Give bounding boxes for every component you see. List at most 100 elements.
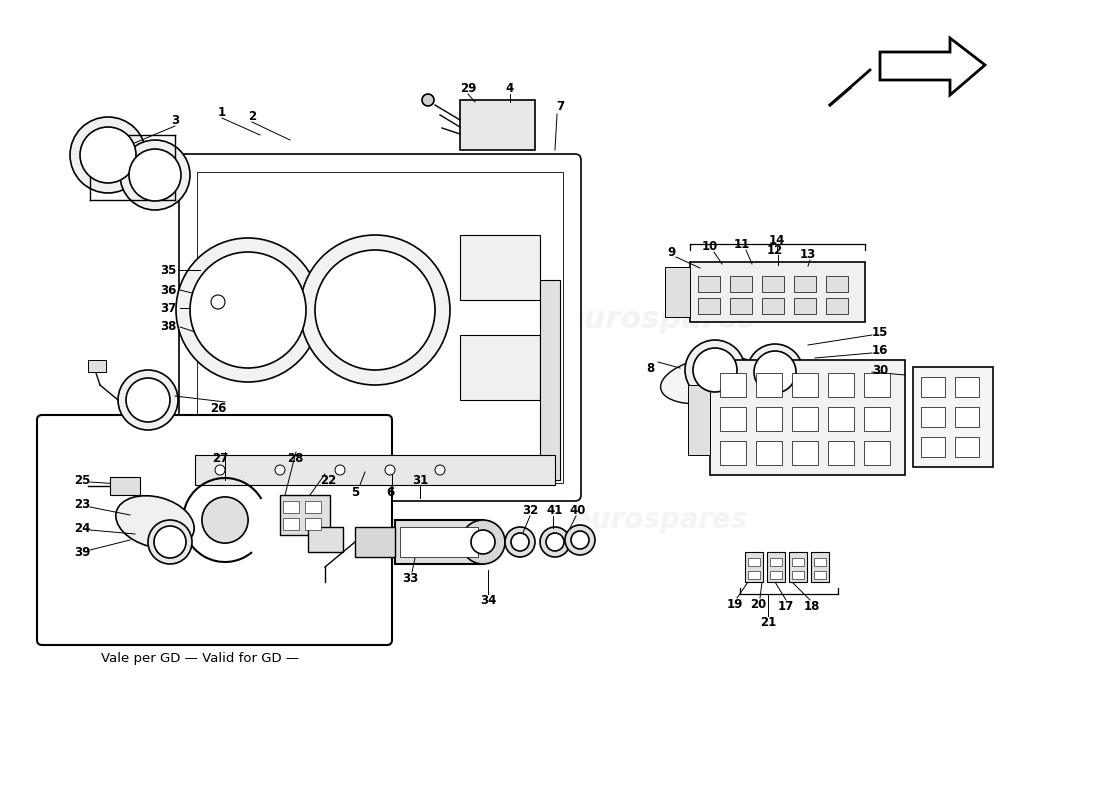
- Text: 37: 37: [160, 302, 176, 314]
- Text: 4: 4: [506, 82, 514, 94]
- Bar: [792, 558, 804, 566]
- FancyBboxPatch shape: [37, 415, 392, 645]
- Circle shape: [512, 533, 529, 551]
- Bar: [666, 267, 690, 317]
- Bar: [460, 335, 540, 400]
- Text: eurospares: eurospares: [572, 506, 748, 534]
- Bar: [811, 552, 829, 582]
- Text: 7: 7: [556, 101, 564, 114]
- Text: 16: 16: [872, 343, 888, 357]
- Bar: [308, 527, 343, 552]
- Bar: [698, 298, 720, 314]
- Text: 24: 24: [74, 522, 90, 534]
- Bar: [828, 441, 854, 465]
- Bar: [921, 407, 945, 427]
- Text: 34: 34: [480, 594, 496, 606]
- Text: 35: 35: [160, 263, 176, 277]
- Circle shape: [754, 351, 796, 393]
- Text: 28: 28: [287, 451, 304, 465]
- Bar: [305, 501, 321, 513]
- Bar: [864, 373, 890, 397]
- Circle shape: [129, 149, 182, 201]
- Text: 41: 41: [547, 503, 563, 517]
- Bar: [921, 437, 945, 457]
- Bar: [828, 407, 854, 431]
- Text: 20: 20: [750, 598, 766, 610]
- Circle shape: [461, 520, 505, 564]
- Text: 13: 13: [800, 247, 816, 261]
- Bar: [280, 495, 330, 535]
- Bar: [792, 373, 818, 397]
- Circle shape: [70, 117, 146, 193]
- Circle shape: [126, 378, 170, 422]
- Text: 23: 23: [74, 498, 90, 511]
- Ellipse shape: [116, 496, 195, 548]
- Bar: [767, 552, 785, 582]
- Text: 21: 21: [760, 615, 777, 629]
- Circle shape: [176, 238, 320, 382]
- Circle shape: [214, 465, 225, 475]
- Bar: [745, 552, 763, 582]
- Circle shape: [148, 520, 192, 564]
- Circle shape: [202, 497, 249, 543]
- Circle shape: [275, 465, 285, 475]
- Text: 38: 38: [160, 321, 176, 334]
- Text: 25: 25: [74, 474, 90, 486]
- Bar: [197, 172, 563, 483]
- Bar: [828, 373, 854, 397]
- Bar: [730, 298, 752, 314]
- Circle shape: [300, 235, 450, 385]
- Circle shape: [693, 348, 737, 392]
- Circle shape: [385, 465, 395, 475]
- Bar: [460, 100, 535, 150]
- Bar: [792, 571, 804, 579]
- Text: 5: 5: [351, 486, 359, 498]
- Bar: [955, 437, 979, 457]
- Bar: [792, 407, 818, 431]
- Bar: [730, 276, 752, 292]
- Bar: [921, 377, 945, 397]
- Bar: [792, 441, 818, 465]
- Circle shape: [471, 530, 495, 554]
- Bar: [762, 298, 784, 314]
- Text: 1: 1: [218, 106, 227, 118]
- Circle shape: [747, 344, 803, 400]
- Text: eurospares: eurospares: [212, 506, 387, 534]
- Text: 15: 15: [872, 326, 888, 338]
- Text: 31: 31: [411, 474, 428, 486]
- Text: 29: 29: [460, 82, 476, 94]
- Bar: [400, 527, 478, 557]
- FancyBboxPatch shape: [179, 154, 581, 501]
- Bar: [864, 441, 890, 465]
- Text: 10: 10: [702, 239, 718, 253]
- Bar: [955, 377, 979, 397]
- Circle shape: [154, 526, 186, 558]
- Polygon shape: [880, 38, 984, 95]
- Bar: [748, 558, 760, 566]
- Bar: [762, 276, 784, 292]
- Bar: [770, 571, 782, 579]
- Text: 19: 19: [727, 598, 744, 610]
- Text: 2: 2: [248, 110, 256, 122]
- Bar: [720, 407, 746, 431]
- Text: 32: 32: [521, 503, 538, 517]
- Circle shape: [571, 531, 588, 549]
- Bar: [110, 477, 140, 495]
- Bar: [395, 520, 483, 564]
- Circle shape: [211, 295, 226, 309]
- Bar: [690, 262, 865, 322]
- Bar: [913, 367, 993, 467]
- Bar: [283, 518, 299, 530]
- Text: eurospares: eurospares: [204, 306, 396, 334]
- Text: Vale per GD — Valid for GD —: Vale per GD — Valid for GD —: [101, 652, 299, 665]
- Bar: [826, 276, 848, 292]
- Circle shape: [80, 127, 136, 183]
- Circle shape: [434, 465, 446, 475]
- Bar: [826, 298, 848, 314]
- Bar: [756, 407, 782, 431]
- Bar: [794, 298, 816, 314]
- Circle shape: [565, 525, 595, 555]
- Bar: [814, 558, 826, 566]
- Bar: [305, 518, 321, 530]
- Bar: [698, 276, 720, 292]
